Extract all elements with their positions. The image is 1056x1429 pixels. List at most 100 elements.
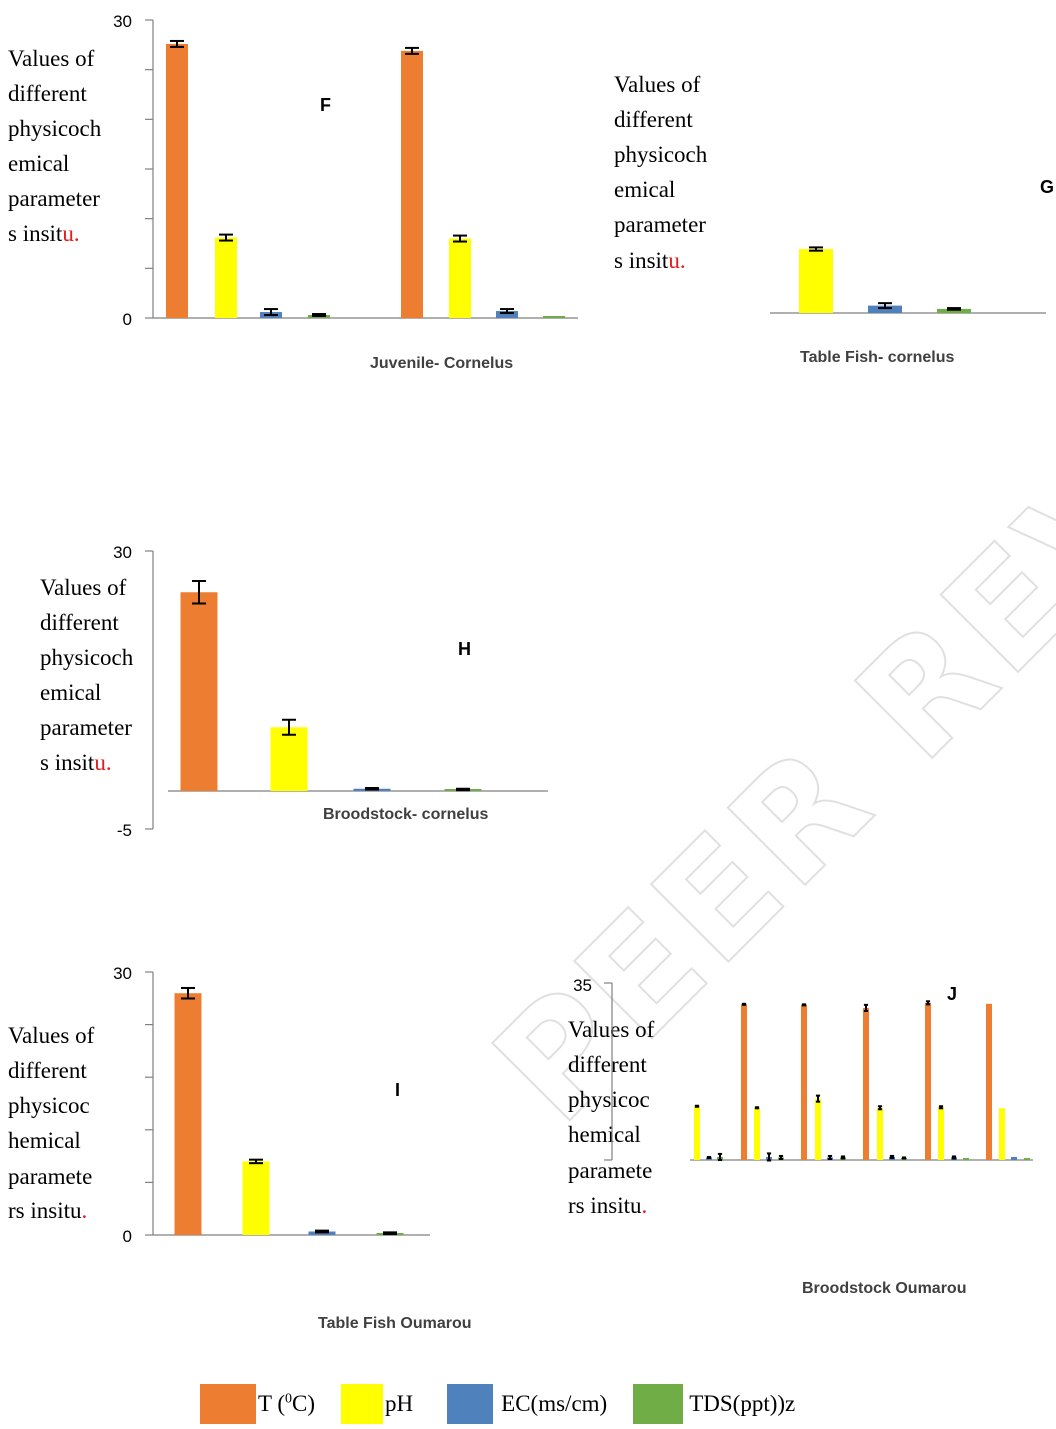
bar-ph bbox=[754, 1107, 760, 1160]
bar-ph bbox=[938, 1107, 944, 1160]
error-bar bbox=[219, 233, 233, 242]
chart-panel-g: Values of different physicoch emical par… bbox=[614, 72, 1054, 366]
error-bar bbox=[365, 787, 379, 791]
legend-item-t: T (0C) bbox=[200, 1384, 315, 1424]
error-bar bbox=[282, 718, 296, 736]
chart-marks-f bbox=[145, 19, 578, 319]
chart-panel-i: 30 0 Values of different physicoc hemica… bbox=[8, 964, 472, 1332]
x-axis-title: Table Fish- cornelus bbox=[800, 349, 955, 366]
chart-marks-g bbox=[770, 246, 1046, 314]
legend-swatch-t bbox=[200, 1384, 256, 1424]
error-bar bbox=[456, 787, 470, 792]
bar-t bbox=[863, 1007, 869, 1160]
bar-ph bbox=[799, 249, 833, 313]
error-bar bbox=[801, 1003, 807, 1007]
bar-ec bbox=[868, 305, 902, 313]
bar-t bbox=[986, 1003, 992, 1160]
legend-swatch-tds bbox=[633, 1384, 684, 1424]
chart-marks-h bbox=[145, 550, 548, 830]
legend-item-ph: pH bbox=[341, 1384, 413, 1424]
panel-letter: F bbox=[320, 95, 331, 115]
x-axis-title: Broodstock Oumarou bbox=[802, 1280, 966, 1297]
error-bar bbox=[453, 234, 467, 243]
error-bar bbox=[827, 1154, 833, 1160]
legend-item-tds: TDS(ppt))z bbox=[633, 1384, 795, 1424]
error-bar bbox=[947, 307, 961, 311]
x-axis-title: Juvenile- Cornelus bbox=[370, 355, 513, 372]
y-tick-label: 30 bbox=[113, 12, 132, 31]
error-bar bbox=[315, 1229, 329, 1234]
error-bar bbox=[741, 1002, 747, 1006]
error-bar bbox=[938, 1105, 944, 1110]
x-axis-title: Broodstock- cornelus bbox=[323, 806, 488, 823]
legend: T (0C) pH EC(ms/cm) TDS(ppt))z bbox=[200, 1379, 821, 1429]
watermark: PEER REVIEW bbox=[461, 178, 1056, 1156]
error-bar bbox=[809, 246, 823, 252]
chart-panel-j: 35 Values of different physicoc hemical … bbox=[568, 976, 966, 1297]
error-bar bbox=[312, 313, 326, 318]
error-bar bbox=[717, 1152, 723, 1161]
chart-marks-j bbox=[604, 982, 1033, 1162]
y-axis-label: Values of different physicoch emical par… bbox=[614, 72, 713, 273]
panel-letter: G bbox=[1040, 177, 1054, 197]
error-bar bbox=[778, 1154, 784, 1160]
panel-letter: H bbox=[458, 639, 471, 659]
bar-t bbox=[166, 43, 188, 318]
y-tick-label: 30 bbox=[113, 964, 132, 983]
error-bar bbox=[815, 1094, 821, 1103]
legend-swatch-ph bbox=[341, 1384, 384, 1424]
error-bar bbox=[405, 46, 419, 55]
bar-ph bbox=[694, 1106, 700, 1160]
error-bar bbox=[901, 1156, 907, 1160]
bar-ph bbox=[999, 1108, 1005, 1160]
error-bar bbox=[840, 1155, 846, 1160]
y-axis-label: Values of different physicoc hemical par… bbox=[568, 1017, 660, 1218]
error-bar bbox=[181, 986, 195, 1000]
y-tick-label: 0 bbox=[123, 1227, 132, 1246]
legend-swatch-ec bbox=[447, 1384, 494, 1424]
error-bar bbox=[925, 1000, 931, 1006]
bar-t bbox=[801, 1004, 807, 1160]
legend-label-ec: EC(ms/cm) bbox=[501, 1391, 608, 1416]
panel-letter: J bbox=[947, 984, 957, 1004]
error-bar bbox=[877, 1105, 883, 1111]
bar-t bbox=[741, 1004, 747, 1160]
error-bar bbox=[889, 1154, 895, 1159]
bar-ec bbox=[1011, 1156, 1017, 1160]
error-bar bbox=[500, 308, 514, 315]
legend-label-ph: pH bbox=[385, 1391, 414, 1416]
chart-panel-f: 30 0 Values of different physicoch emica… bbox=[8, 12, 513, 372]
y-axis-label: Values of different physicoc hemical par… bbox=[8, 1023, 100, 1223]
y-tick-label: 0 bbox=[123, 310, 132, 329]
bar-ph bbox=[877, 1107, 883, 1160]
x-axis-title: Table Fish Oumarou bbox=[318, 1315, 472, 1332]
bar-t bbox=[180, 592, 218, 791]
error-bar bbox=[706, 1155, 712, 1159]
bar-tds bbox=[543, 316, 565, 318]
error-bar bbox=[754, 1106, 760, 1110]
bar-tds bbox=[937, 308, 971, 313]
svg-text:PEER REVIEW: PEER REVIEW bbox=[462, 179, 1056, 1155]
error-bar bbox=[863, 1003, 869, 1012]
bar-tds bbox=[963, 1158, 969, 1160]
bar-tds bbox=[1024, 1158, 1030, 1160]
y-tick-label: 30 bbox=[113, 543, 132, 562]
panel-letter: I bbox=[395, 1080, 400, 1100]
legend-item-ec: EC(ms/cm) bbox=[439, 1384, 607, 1424]
error-bar bbox=[766, 1152, 772, 1162]
bar-ec bbox=[496, 311, 518, 318]
bar-ph bbox=[815, 1098, 821, 1160]
error-bar bbox=[264, 308, 278, 317]
error-bar bbox=[383, 1231, 397, 1236]
legend-label-t: T (0C) bbox=[258, 1391, 316, 1416]
chart-marks-i bbox=[145, 971, 430, 1236]
error-bar bbox=[694, 1104, 700, 1108]
bar-ph bbox=[242, 1161, 270, 1235]
bar-ph bbox=[449, 238, 471, 318]
error-bar bbox=[951, 1155, 957, 1160]
bar-t bbox=[925, 1002, 931, 1160]
bar-t bbox=[401, 50, 423, 319]
bar-t bbox=[174, 993, 202, 1235]
bar-ph bbox=[215, 237, 237, 318]
y-tick-label: -5 bbox=[117, 821, 132, 840]
